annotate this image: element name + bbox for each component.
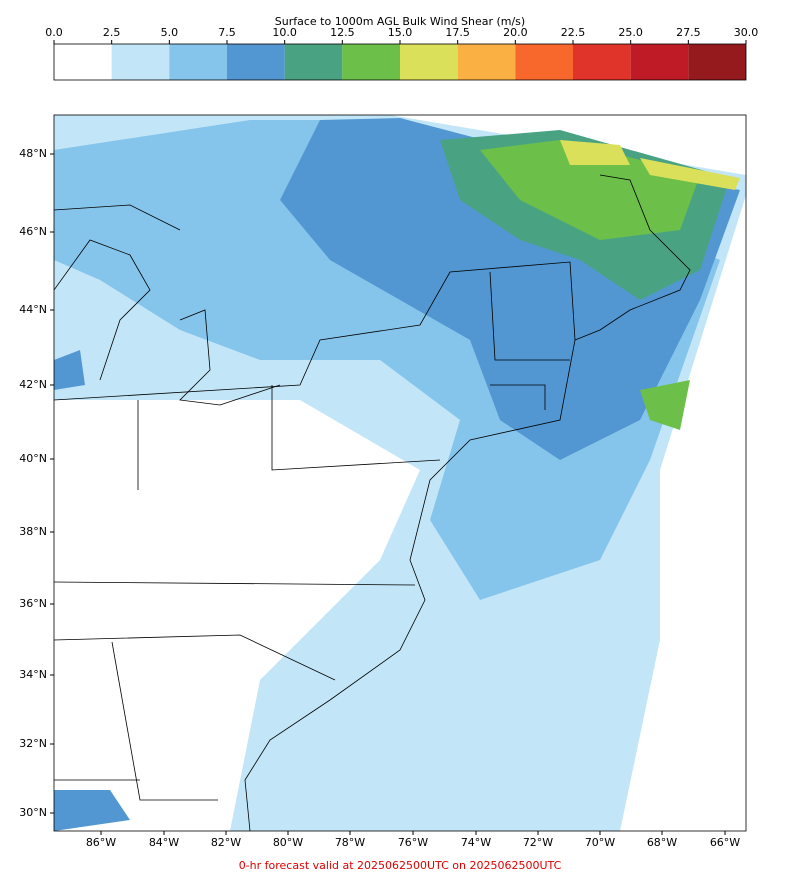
lon-label: 80°W — [273, 836, 303, 849]
colorbar: 0.0 2.5 5.0 7.5 10.0 12.5 15.0 17.5 20.0 22.5 25.0… — [45, 26, 759, 81]
colorbar-tick-label: 5.0 — [161, 26, 179, 39]
lon-label: 84°W — [149, 836, 179, 849]
colorbar-bin — [515, 44, 573, 80]
lat-label: 44°N — [19, 303, 47, 316]
colorbar-tick-label: 2.5 — [103, 26, 121, 39]
colorbar-bin — [284, 44, 343, 80]
colorbar-tick-label: 22.5 — [561, 26, 586, 39]
lon-label: 70°W — [585, 836, 615, 849]
lon-label: 66°W — [710, 836, 740, 849]
colorbar-bin — [54, 44, 112, 80]
colorbar-tick-label: 20.0 — [503, 26, 528, 39]
colorbar-tick-label: 27.5 — [676, 26, 701, 39]
colorbar-tick-label: 17.5 — [445, 26, 470, 39]
lat-label: 34°N — [19, 668, 47, 681]
lat-label: 46°N — [19, 225, 47, 238]
map-axes: 48°N 46°N 44°N 42°N 40°N 38°N 36°N 34°N 32°N 30°N… — [19, 147, 740, 849]
colorbar-title: Surface to 1000m AGL Bulk Wind Shear (m/… — [275, 15, 525, 28]
colorbar-bin — [457, 44, 516, 80]
colorbar-bin — [573, 44, 631, 80]
lon-label: 76°W — [398, 836, 428, 849]
boundaries — [54, 174, 691, 831]
colorbar-tick-label: 7.5 — [218, 26, 236, 39]
lon-label: 68°W — [647, 836, 677, 849]
colorbar-bin — [688, 44, 746, 80]
lat-label: 38°N — [19, 525, 47, 538]
colorbar-bin — [630, 44, 689, 80]
lat-label: 36°N — [19, 597, 47, 610]
lat-label: 32°N — [19, 737, 47, 750]
shear-low — [54, 400, 420, 831]
map-frame — [53, 114, 747, 832]
lon-label: 82°W — [211, 836, 241, 849]
colorbar-tick-label: 25.0 — [618, 26, 643, 39]
colorbar-tick-label: 30.0 — [734, 26, 759, 39]
footer: 0-hr forecast valid at 2025062500UTC on … — [239, 859, 562, 872]
colorbar-bin — [400, 44, 458, 80]
lat-label: 48°N — [19, 147, 47, 160]
map — [53, 114, 747, 832]
colorbar-tick-label: 10.0 — [272, 26, 297, 39]
lat-label: 40°N — [19, 452, 47, 465]
lon-label: 72°W — [523, 836, 553, 849]
colorbar-tick-label: 0.0 — [45, 26, 63, 39]
shear-stronger — [560, 140, 740, 190]
lon-label: 86°W — [86, 836, 116, 849]
lat-label: 42°N — [19, 378, 47, 391]
colorbar-bin — [342, 44, 400, 80]
colorbar-tick-label: 15.0 — [388, 26, 413, 39]
colorbar-bin — [227, 44, 285, 80]
colorbar-tick-label: 12.5 — [330, 26, 355, 39]
shear-strong — [640, 380, 690, 430]
lat-label: 30°N — [19, 806, 47, 819]
colorbar-bin — [111, 44, 170, 80]
lon-label: 78°W — [335, 836, 365, 849]
colorbar-bin — [169, 44, 227, 80]
lon-label: 74°W — [461, 836, 491, 849]
